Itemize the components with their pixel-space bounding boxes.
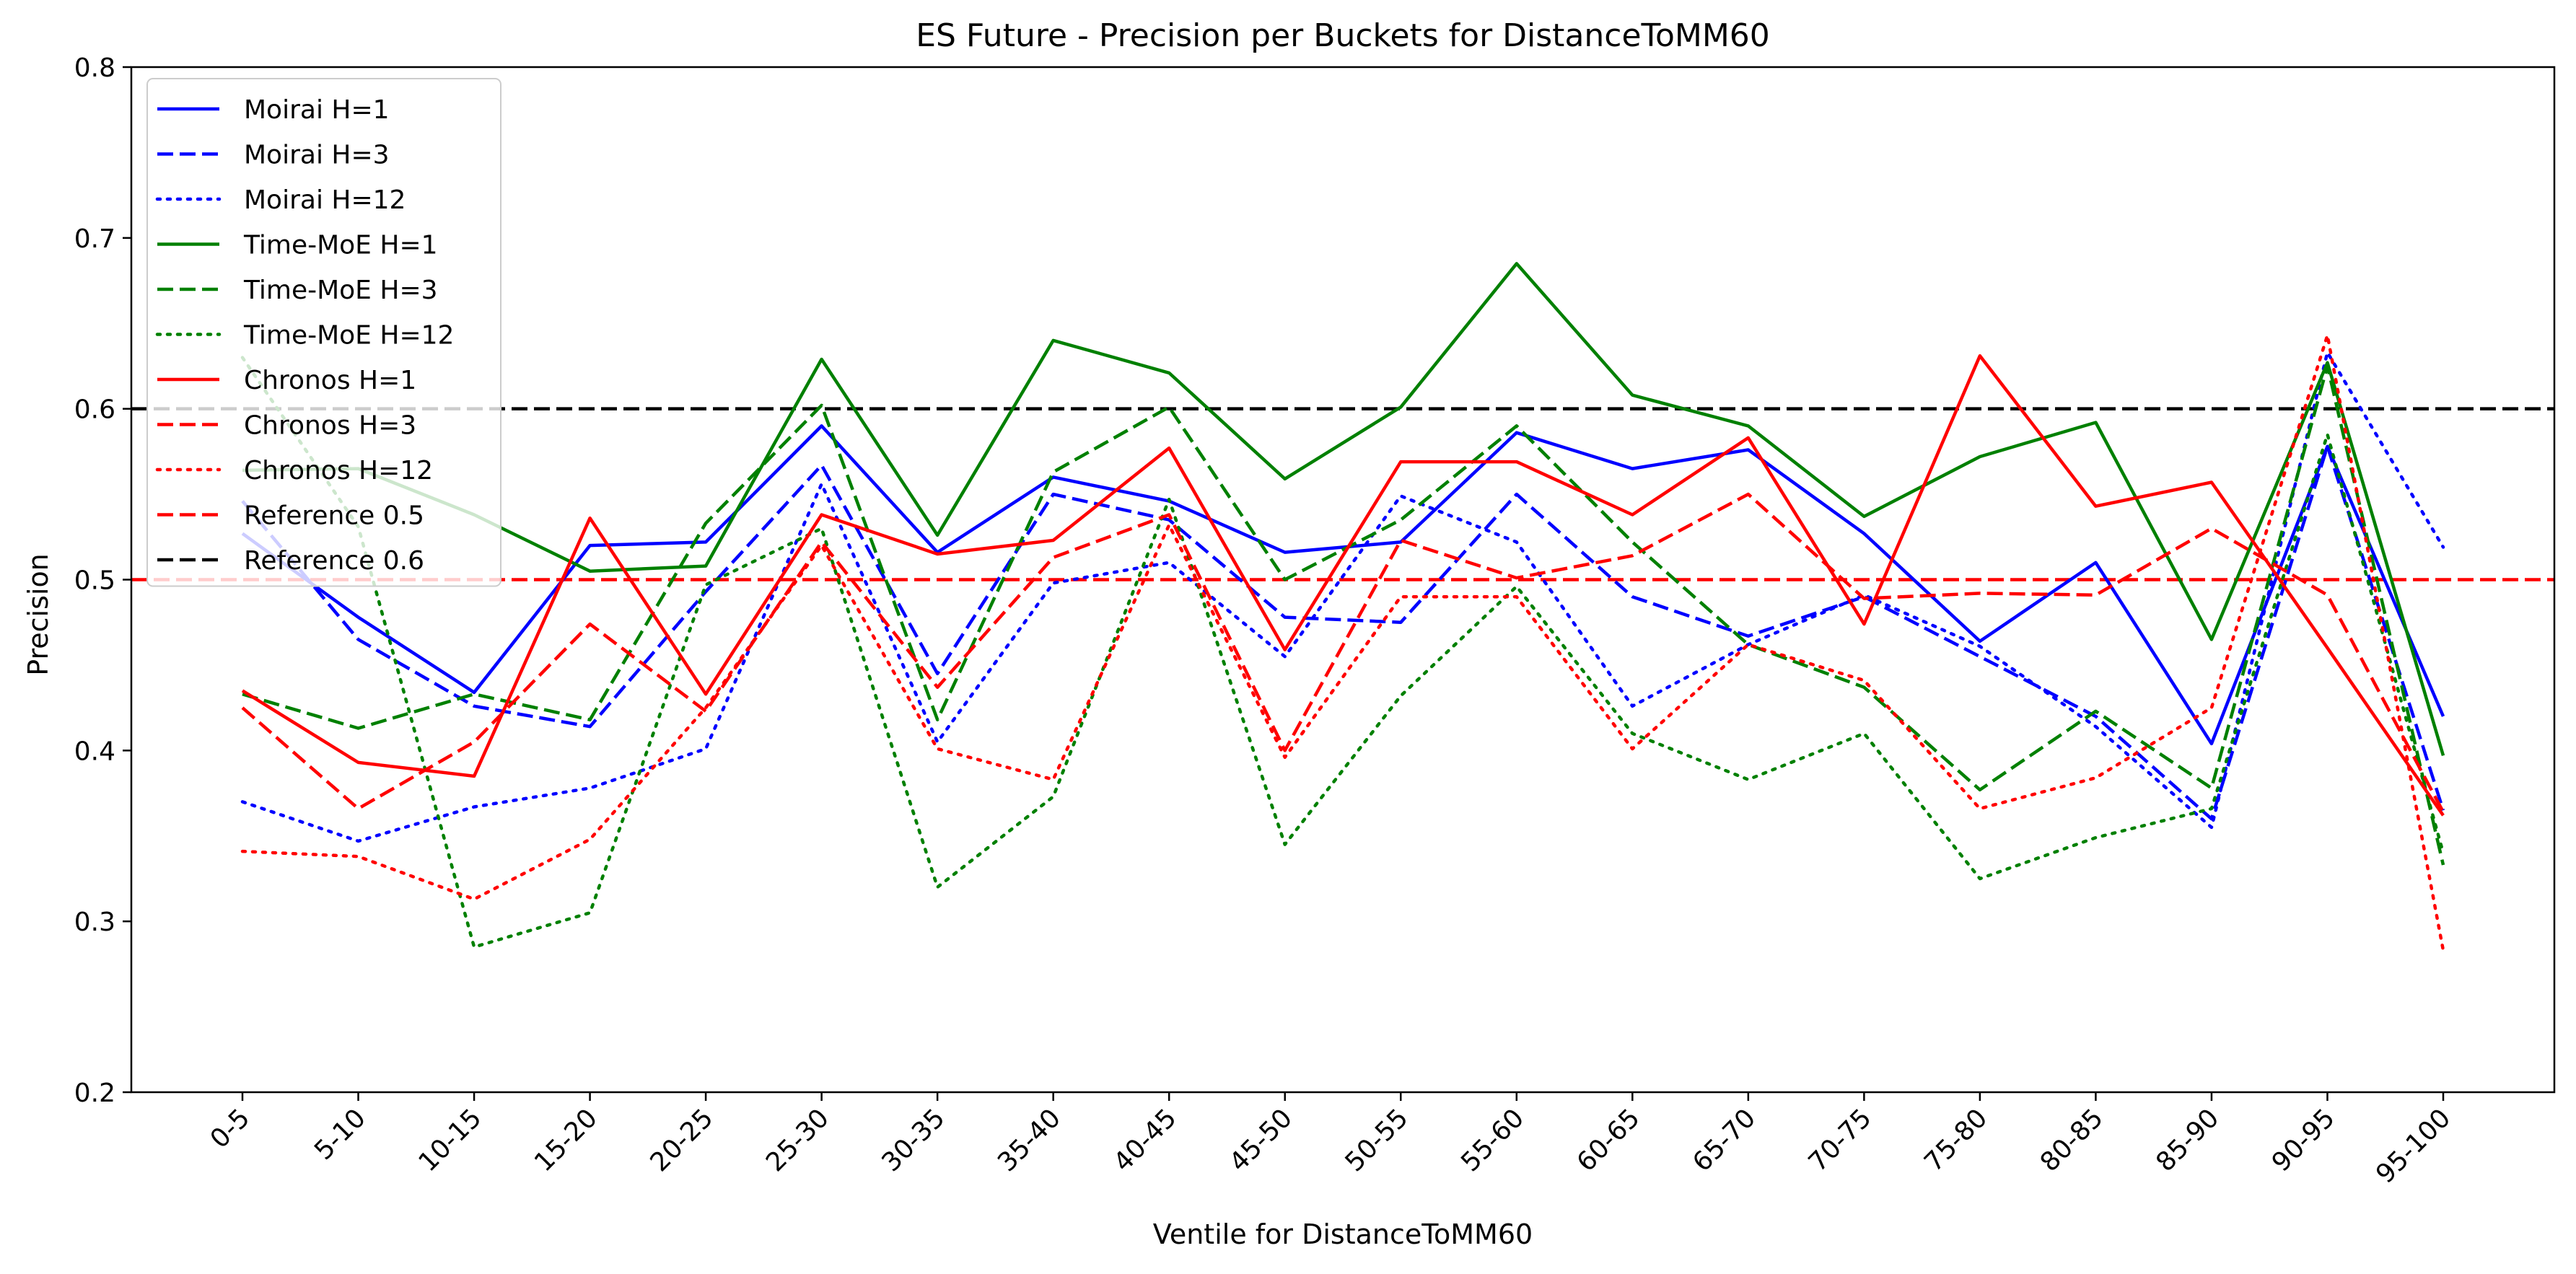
chart-title: ES Future - Precision per Buckets for Di… — [916, 17, 1770, 54]
series-line-1 — [241, 444, 2445, 821]
legend-label-2: Moirai H=12 — [244, 185, 406, 215]
legend-label-6: Chronos H=1 — [244, 366, 416, 395]
series-line-7 — [241, 492, 2445, 813]
y-tick-label-1: 0.3 — [74, 908, 115, 937]
series-line-5 — [240, 356, 2445, 949]
legend-label-7: Chronos H=3 — [244, 411, 416, 441]
legend-label-4: Time-MoE H=3 — [243, 276, 438, 305]
y-tick-label-4: 0.6 — [74, 395, 115, 425]
y-tick-label-0: 0.2 — [74, 1078, 115, 1108]
legend-label-3: Time-MoE H=1 — [243, 231, 438, 260]
legend: Moirai H=1 Moirai H=3 Moirai H=12 Time-MoE … — [146, 78, 501, 587]
series-line-3 — [242, 262, 2445, 757]
series-line-6 — [241, 353, 2445, 817]
y-axis-title: Precision — [22, 553, 54, 676]
legend-box — [146, 78, 501, 587]
legend-label-5: Time-MoE H=12 — [243, 321, 454, 351]
legend-label-1: Moirai H=3 — [244, 141, 390, 170]
series-line-4 — [242, 364, 2445, 866]
y-tick-label-2: 0.4 — [74, 737, 115, 766]
series-line-8 — [240, 333, 2445, 952]
series-line-2 — [240, 351, 2445, 843]
legend-label-8: Chronos H=12 — [244, 456, 433, 486]
y-tick-label-6: 0.8 — [74, 53, 115, 83]
legend-label-0: Moirai H=1 — [244, 95, 390, 125]
legend-label-10: Reference 0.6 — [244, 546, 424, 576]
y-tick-label-5: 0.7 — [74, 224, 115, 254]
x-axis-title: Ventile for DistanceToMM60 — [1153, 1218, 1533, 1250]
legend-label-9: Reference 0.5 — [244, 501, 424, 531]
y-tick-label-3: 0.5 — [74, 566, 115, 596]
